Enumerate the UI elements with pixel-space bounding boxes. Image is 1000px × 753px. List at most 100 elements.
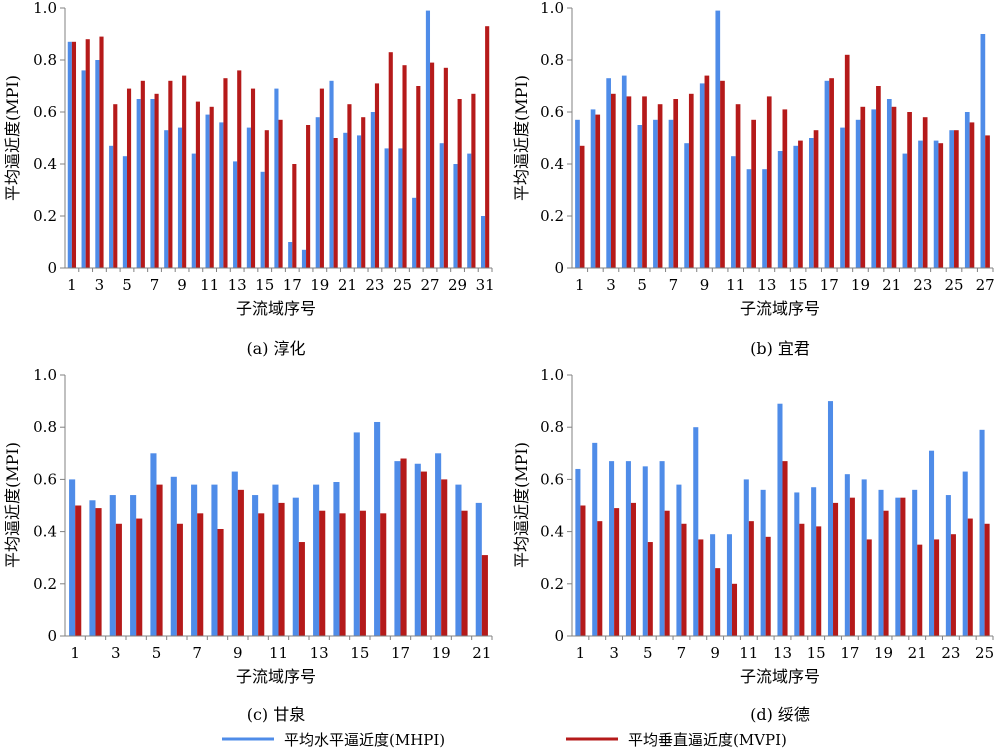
bar-mvpi-chunhua-13 [237, 70, 242, 269]
panel-chunhua-ylabel: 平均逼近度(MPI) [3, 75, 22, 201]
bar-mvpi-suide-17 [849, 497, 855, 636]
xtick-label: 5 [643, 644, 653, 662]
ytick-label: 0.2 [33, 575, 57, 593]
xtick-label: 21 [882, 276, 901, 294]
bar-mhpi-yijun-15 [793, 145, 799, 268]
bar-mhpi-suide-6 [659, 461, 665, 636]
bar-mhpi-chunhua-16 [274, 88, 279, 268]
xtick-label: 1 [67, 276, 77, 294]
bar-mhpi-chunhua-9 [177, 127, 183, 268]
bar-mhpi-suide-11 [743, 479, 749, 636]
ytick-label: 0 [554, 627, 564, 645]
bar-mhpi-suide-10 [726, 534, 732, 636]
bar-mhpi-chunhua-22 [357, 135, 362, 268]
ytick-label: 1.0 [540, 0, 564, 17]
bar-mhpi-suide-24 [962, 471, 968, 636]
xtick-label: 11 [200, 276, 219, 294]
bar-mhpi-ganquan-13 [313, 484, 320, 636]
bar-mvpi-ganquan-14 [339, 513, 346, 636]
bar-mhpi-suide-18 [861, 479, 867, 636]
xtick-label: 17 [840, 644, 859, 662]
bar-mvpi-chunhua-9 [182, 75, 187, 268]
bar-mhpi-suide-21 [912, 489, 918, 636]
bar-mvpi-yijun-14 [782, 109, 788, 269]
bar-mvpi-suide-14 [799, 523, 805, 636]
bar-mhpi-yijun-3 [606, 78, 611, 268]
xtick-label: 7 [677, 644, 687, 662]
bar-mhpi-chunhua-10 [191, 153, 196, 268]
bar-mhpi-ganquan-11 [272, 484, 279, 636]
bar-mvpi-yijun-10 [720, 80, 725, 268]
bar-mvpi-chunhua-6 [140, 80, 145, 268]
panel-ganquan: 平均逼近度(MPI) 子流域序号 (c) 甘泉 0 0.2 0.4 0.6 0.8 1.0… [3, 366, 493, 724]
bar-mvpi-suide-22 [934, 539, 940, 636]
xtick-label: 13 [310, 644, 329, 662]
xtick-label: 3 [606, 276, 616, 294]
bar-mvpi-chunhua-29 [457, 99, 462, 268]
bar-mhpi-chunhua-7 [150, 99, 155, 268]
bar-mvpi-chunhua-19 [319, 88, 324, 268]
bar-mhpi-yijun-2 [590, 109, 596, 269]
xtick-label: 25 [393, 276, 412, 294]
xtick-label: 9 [233, 644, 243, 662]
panel-ganquan-ylabel: 平均逼近度(MPI) [3, 442, 22, 568]
bar-mvpi-chunhua-14 [250, 88, 256, 268]
panel-ganquan-xlabel: 子流域序号 [236, 667, 316, 686]
xtick-label: 21 [338, 276, 357, 294]
bar-mhpi-ganquan-18 [414, 463, 421, 636]
bar-mvpi-yijun-24 [938, 143, 944, 268]
panel-chunhua: 平均逼近度(MPI) 子流域序号 (a) 淳化 0 0.2 0.4 0.6 0.8 1.0… [3, 0, 495, 358]
ytick-label: 0 [47, 627, 57, 645]
bar-mhpi-yijun-18 [840, 127, 845, 268]
bar-mhpi-suide-14 [794, 492, 800, 636]
bar-mhpi-yijun-10 [715, 10, 721, 268]
bar-mhpi-chunhua-19 [315, 117, 320, 268]
ytick-label: 1.0 [540, 366, 564, 384]
bar-mhpi-suide-8 [693, 427, 699, 636]
bar-mvpi-yijun-8 [688, 93, 694, 268]
ytick-label: 0.2 [540, 575, 564, 593]
xtick-label: 15 [789, 276, 808, 294]
bar-mhpi-chunhua-14 [246, 127, 251, 268]
bar-mhpi-yijun-22 [902, 153, 908, 268]
xtick-label: 23 [365, 276, 384, 294]
ytick-label: 0.8 [540, 51, 564, 69]
bar-mvpi-yijun-21 [891, 106, 897, 268]
bar-mhpi-suide-17 [844, 474, 850, 636]
xtick-label: 17 [820, 276, 839, 294]
xtick-label: 11 [739, 644, 758, 662]
bar-mvpi-chunhua-3 [99, 36, 104, 268]
xtick-label: 7 [150, 276, 160, 294]
xtick-label: 15 [255, 276, 274, 294]
bar-mvpi-yijun-7 [673, 99, 679, 268]
bar-mvpi-ganquan-9 [237, 489, 244, 636]
bar-mhpi-yijun-7 [668, 119, 674, 268]
bar-mhpi-ganquan-2 [89, 500, 96, 636]
bar-mvpi-chunhua-28 [443, 67, 448, 268]
bar-mvpi-chunhua-25 [402, 65, 407, 268]
bar-mhpi-chunhua-29 [453, 164, 458, 268]
bar-mhpi-chunhua-28 [439, 143, 444, 268]
bar-mhpi-ganquan-7 [191, 484, 198, 636]
panel-yijun: 平均逼近度(MPI) 子流域序号 (b) 宜君 0 0.2 0.4 0.6 0.8 1.0… [512, 0, 995, 358]
bar-mhpi-ganquan-20 [455, 484, 462, 636]
ytick-label: 0.4 [33, 523, 57, 541]
bar-mhpi-suide-2 [592, 442, 598, 636]
bar-mhpi-ganquan-4 [130, 495, 137, 636]
bar-mvpi-yijun-23 [922, 117, 928, 268]
ytick-label: 0.8 [33, 418, 57, 436]
ytick-label: 0 [47, 259, 57, 277]
bar-mvpi-chunhua-12 [223, 78, 228, 268]
bar-mvpi-chunhua-20 [333, 138, 338, 268]
bar-mhpi-suide-20 [895, 497, 901, 636]
bar-mvpi-chunhua-15 [264, 130, 269, 268]
bar-mvpi-suide-20 [900, 497, 906, 636]
bar-mvpi-suide-15 [816, 526, 822, 636]
xtick-label: 27 [976, 276, 995, 294]
bar-mvpi-suide-21 [917, 544, 923, 636]
xtick-label: 19 [310, 276, 329, 294]
bar-mvpi-yijun-1 [579, 145, 585, 268]
bar-mvpi-chunhua-16 [278, 119, 283, 268]
bar-mvpi-chunhua-21 [347, 104, 352, 268]
bar-mvpi-ganquan-4 [136, 518, 143, 636]
